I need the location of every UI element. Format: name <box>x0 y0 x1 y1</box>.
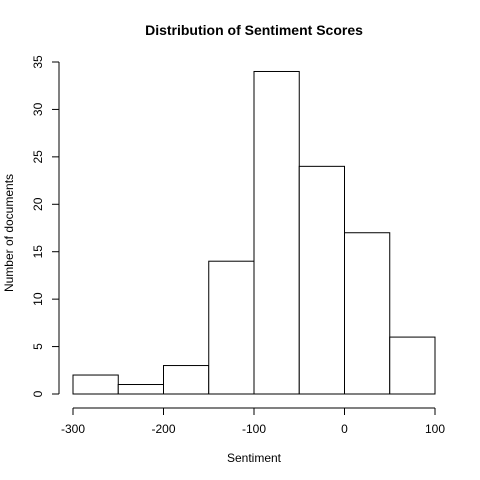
histogram-bar <box>389 336 436 395</box>
y-tick-label: 20 <box>31 197 45 211</box>
y-tick-label: 25 <box>31 150 45 164</box>
histogram-bar <box>72 374 119 395</box>
bars-group <box>72 70 436 395</box>
x-axis: -300 -200 -100 0 100 <box>61 407 445 436</box>
histogram-bar <box>253 70 300 395</box>
x-tick-label: -100 <box>242 422 266 436</box>
chart-title: Distribution of Sentiment Scores <box>145 22 363 38</box>
x-tick-label: 0 <box>341 422 348 436</box>
histogram-bar <box>298 165 345 395</box>
x-tick-label: 100 <box>425 422 445 436</box>
y-tick-label: 15 <box>31 245 45 259</box>
x-tick-label: -300 <box>61 422 85 436</box>
y-tick-label: 0 <box>31 390 45 397</box>
y-tick-label: 10 <box>31 292 45 306</box>
y-tick-label: 5 <box>31 343 45 350</box>
y-axis-label: Number of documents <box>2 174 16 292</box>
histogram-bar <box>208 260 255 395</box>
histogram-bar <box>163 365 210 395</box>
x-axis-label: Sentiment <box>227 451 282 465</box>
y-tick-label: 30 <box>31 102 45 116</box>
y-tick-label: 35 <box>31 55 45 69</box>
histogram-bar <box>344 232 391 395</box>
y-axis: 0 5 10 15 20 25 30 35 <box>31 55 60 397</box>
x-tick-label: -200 <box>151 422 175 436</box>
histogram-bar <box>117 384 164 395</box>
